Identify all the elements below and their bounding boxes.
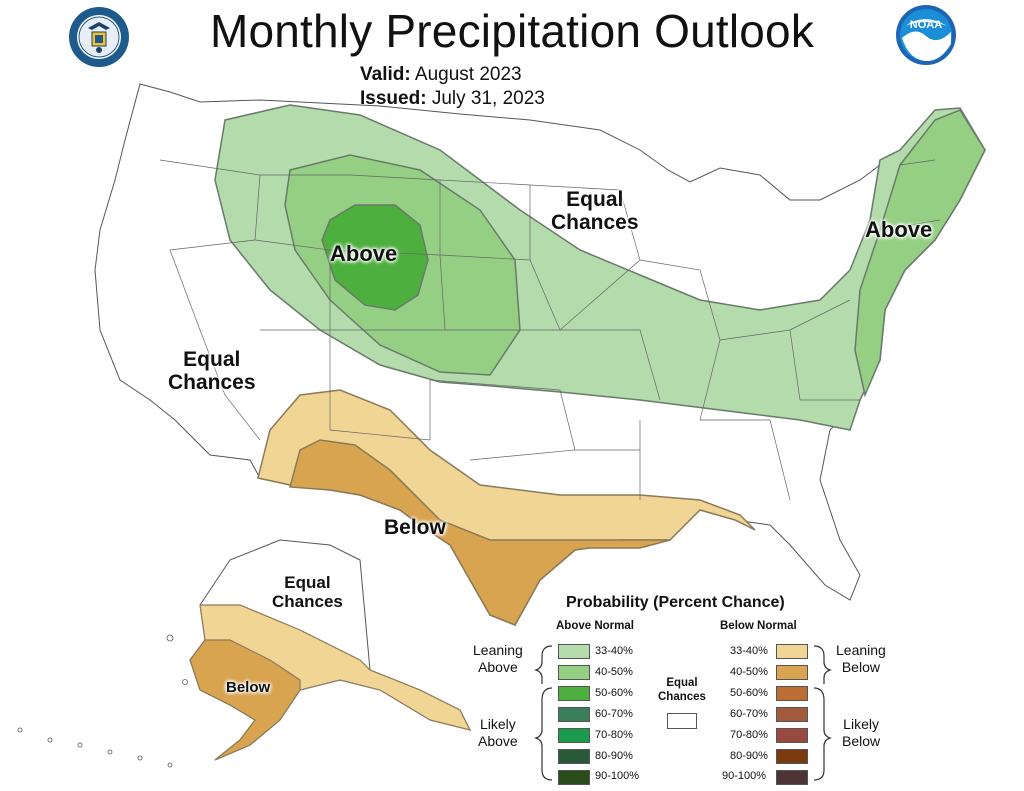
legend-swatch-above-7 [558, 770, 590, 785]
legend-swatch-below-3 [776, 686, 808, 701]
map-title: Monthly Precipitation Outlook [209, 5, 815, 57]
map-label-equal-west: Equal Chances [168, 348, 256, 395]
issued-line: Issued: July 31, 2023 [360, 88, 545, 110]
legend-swatch-below-5 [776, 728, 808, 743]
aleutian-islands [17, 634, 188, 768]
legend-swatch-above-4 [558, 707, 590, 722]
map-label-alaska-below: Below [226, 679, 271, 696]
alaska-below-40-50 [189, 639, 301, 761]
legend-below-header: Below Normal [720, 620, 797, 632]
legend-swatch-above-5 [558, 728, 590, 743]
legend-above-range-2: 40-50% [595, 666, 633, 678]
issued-value: July 31, 2023 [431, 88, 545, 109]
legend-below-range-1: 33-40% [730, 645, 768, 657]
map-label-above-northeast: Above [865, 217, 933, 242]
legend-title: Probability (Percent Chance) [566, 594, 785, 611]
map-label-below-south: Below [384, 516, 446, 539]
legend-equal-label: Equal Chances [658, 677, 706, 703]
legend-below-range-5: 70-80% [730, 729, 768, 741]
valid-line: Valid: August 2023 [360, 64, 522, 86]
legend-swatch-above-6 [558, 749, 590, 764]
legend-above-range-4: 60-70% [595, 708, 633, 720]
legend-swatch-above-3 [558, 686, 590, 701]
legend-above-range-7: 90-100% [595, 770, 640, 782]
state-boundaries [159, 159, 941, 501]
above-40-50-northeast [854, 109, 986, 398]
map-label-above-north: Above [330, 241, 398, 266]
legend-swatch-above-1 [558, 644, 590, 659]
issued-label: Issued: [360, 88, 427, 109]
above-50-60 [321, 204, 429, 311]
legend-below-range-7: 90-100% [722, 770, 767, 782]
legend-above-range-6: 80-90% [595, 750, 633, 762]
legend-below-range-2: 40-50% [730, 666, 768, 678]
legend-above-header: Above Normal [556, 620, 634, 632]
legend-above-range-3: 50-60% [595, 687, 633, 699]
legend-below-range-3: 50-60% [730, 687, 768, 699]
valid-label: Valid: [360, 64, 411, 85]
legend-swatch-equal [667, 713, 697, 729]
legend-leaning-below: Leaning Below [836, 642, 886, 675]
below-40-50-south [289, 439, 671, 626]
legend-swatch-below-4 [776, 707, 808, 722]
legend-swatch-below-2 [776, 665, 808, 680]
legend-swatch-below-7 [776, 770, 808, 785]
legend-swatch-below-1 [776, 644, 808, 659]
department-of-commerce-seal-icon [69, 7, 129, 67]
legend-below-range-6: 80-90% [730, 750, 768, 762]
legend-likely-above: Likely Above [478, 716, 518, 749]
map-label-equal-north: Equal Chances [551, 188, 639, 235]
noaa-logo-icon: NOAA [896, 5, 956, 65]
legend-brace-above [534, 645, 553, 781]
legend-above-range-1: 33-40% [595, 645, 633, 657]
map-label-alaska-equal: Equal Chances [272, 573, 343, 611]
valid-value: August 2023 [414, 64, 522, 85]
legend-swatch-below-6 [776, 749, 808, 764]
noaa-logo-text: NOAA [910, 19, 942, 31]
legend-likely-below: Likely Below [842, 716, 881, 749]
legend-below-range-4: 60-70% [730, 708, 768, 720]
legend-swatch-above-2 [558, 665, 590, 680]
legend-above-range-5: 70-80% [595, 729, 633, 741]
legend-leaning-above: Leaning Above [473, 642, 523, 675]
legend-brace-below [813, 645, 832, 781]
